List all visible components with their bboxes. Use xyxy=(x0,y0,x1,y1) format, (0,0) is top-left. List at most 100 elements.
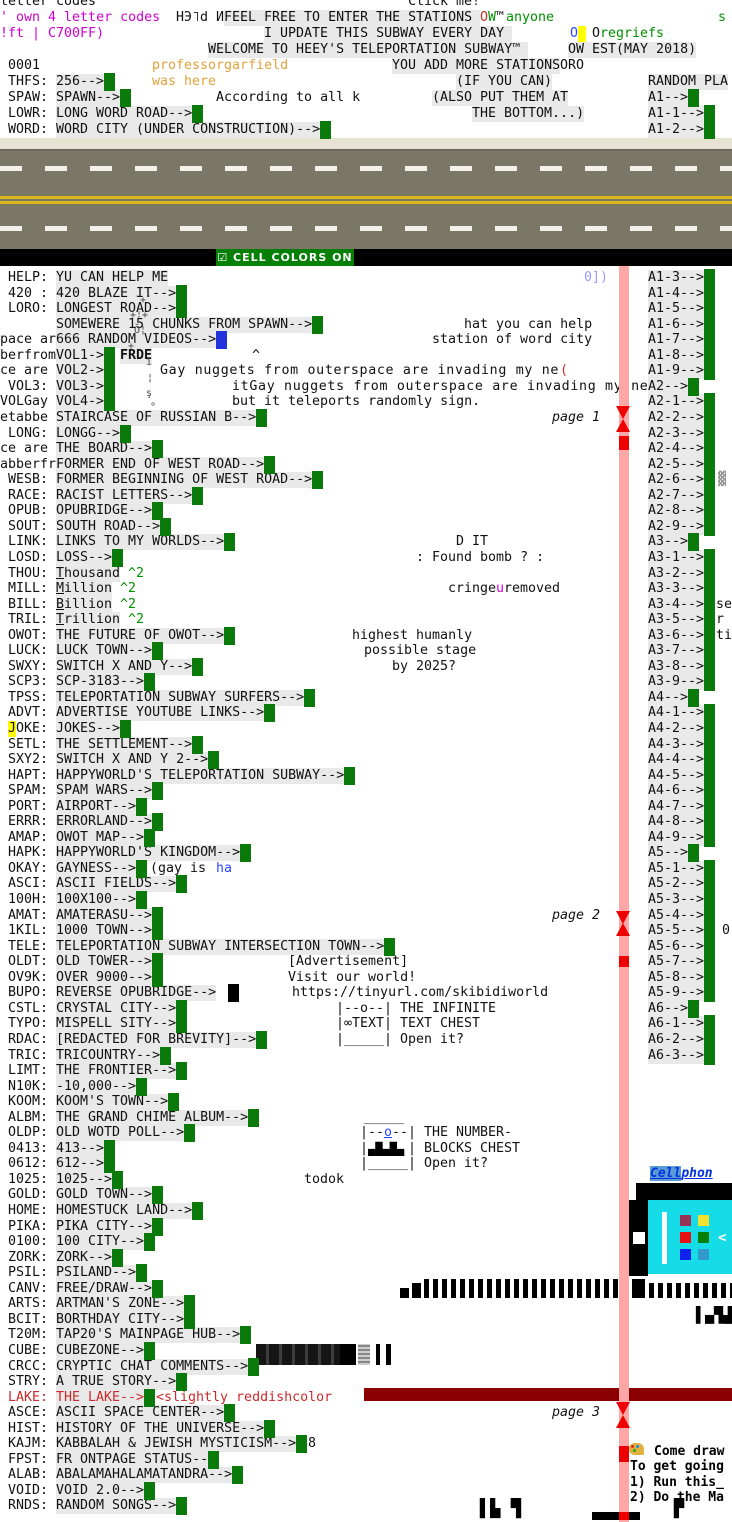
station-link[interactable]: HAPPYWORLD'S KINGDOM--> xyxy=(56,845,241,861)
station-link[interactable]: THE FRONTIER--> xyxy=(56,1063,177,1079)
station-link[interactable]: STAIRCASE OF RUSSIAN B--> xyxy=(56,410,257,426)
station-link[interactable]: RACIST LETTERS--> xyxy=(56,488,193,504)
station-link[interactable]: rillion xyxy=(64,612,121,628)
station-link[interactable]: A3-3--> xyxy=(648,581,705,597)
station-link[interactable]: A1-3--> xyxy=(648,270,705,286)
station-link[interactable]: A4-5--> xyxy=(648,768,705,784)
station-link[interactable]: THE GRAND CHIME ALBUM--> xyxy=(56,1110,249,1126)
station-link[interactable]: A3-8--> xyxy=(648,659,705,675)
station-link[interactable]: A2-7--> xyxy=(648,488,705,504)
station-link[interactable]: ADVERTISE YOUTUBE LINKS--> xyxy=(56,705,265,721)
station-link[interactable]: A TRUE STORY--> xyxy=(56,1374,177,1390)
station-link[interactable]: A5-1--> xyxy=(648,861,705,877)
station-link[interactable]: A3-5--> xyxy=(648,612,705,628)
station-link[interactable]: WORD CITY (UNDER CONSTRUCTION)--> xyxy=(56,122,321,138)
station-link[interactable]: 256--> xyxy=(56,74,105,90)
station-link[interactable]: 1025--> xyxy=(56,1172,113,1188)
station-link[interactable]: FR ONTPAGE STATUS--> xyxy=(56,1452,217,1468)
station-link[interactable]: SOUTH ROAD--> xyxy=(56,519,161,535)
station-link[interactable]: A5-9--> xyxy=(648,985,705,1001)
station-link[interactable]: RANDOM SONGS--> xyxy=(56,1498,177,1514)
station-link[interactable]: A1-7--> xyxy=(648,332,705,348)
station-link[interactable]: OW EST(MAY 2018) xyxy=(568,42,697,58)
station-link[interactable]: A1-8--> xyxy=(648,348,705,364)
station-link[interactable]: 413--> xyxy=(56,1141,105,1157)
station-link[interactable]: A6-3--> xyxy=(648,1048,705,1064)
station-link[interactable]: ARTMAN'S ZONE--> xyxy=(56,1296,185,1312)
station-link[interactable]: T xyxy=(56,566,65,582)
station-link[interactable]: ERRORLAND--> xyxy=(56,814,153,830)
station-link[interactable]: VOL4-> xyxy=(56,394,105,410)
station-link[interactable]: [REDACTED FOR BREVITY]--> xyxy=(56,1032,257,1048)
station-link[interactable]: HAPPYWORLD'S TELEPORTATION SUBWAY--> xyxy=(56,768,345,784)
station-link[interactable]: A6-1--> xyxy=(648,1016,705,1032)
station-link[interactable]: SWITCH X AND Y 2--> xyxy=(56,752,209,768)
station-link[interactable]: MISPELL SITY--> xyxy=(56,1016,177,1032)
station-link[interactable]: VOID 2.0--> xyxy=(56,1483,145,1499)
station-link[interactable]: A5-6--> xyxy=(648,939,705,955)
station-link[interactable]: ZORK--> xyxy=(56,1250,113,1266)
station-link[interactable]: CRYSTAL CITY--> xyxy=(56,1001,177,1017)
station-link[interactable]: housand xyxy=(64,566,121,582)
station-link[interactable]: illion xyxy=(64,597,113,613)
cellphone-link[interactable]: Cellphon xyxy=(650,1166,713,1182)
station-link[interactable]: PSILAND--> xyxy=(56,1265,137,1281)
station-link[interactable]: FORMER END OF WEST ROAD--> xyxy=(56,457,265,473)
station-link[interactable]: A3-9--> xyxy=(648,674,705,690)
station-link[interactable]: A2-2--> xyxy=(648,410,705,426)
station-link[interactable]: WELCOME TO HEEY'S TELEPORTATION SUBWAY™ xyxy=(208,42,529,58)
station-link[interactable]: OVER 9000--> xyxy=(56,970,153,986)
station-link[interactable]: A1-2--> xyxy=(648,122,705,138)
station-link[interactable]: A4-4--> xyxy=(648,752,705,768)
station-link[interactable]: KABBALAH & JEWISH MYSTICISM--> xyxy=(56,1436,297,1452)
station-link[interactable]: TELEPORTATION SUBWAY INTERSECTION TOWN--… xyxy=(56,939,385,955)
station-link[interactable]: LONG WORD ROAD--> xyxy=(56,106,193,122)
station-link[interactable]: OWOT MAP--> xyxy=(56,830,145,846)
station-link[interactable]: A4-7--> xyxy=(648,799,705,815)
station-link[interactable]: 100X100--> xyxy=(56,892,137,908)
station-link[interactable]: 100 CITY--> xyxy=(56,1234,145,1250)
station-link[interactable]: VOL2-> xyxy=(56,363,105,379)
station-link[interactable]: FEEL FREE TO ENTER THE STATIONS xyxy=(224,10,481,26)
station-link[interactable]: AMATERASU--> xyxy=(56,908,153,924)
station-link[interactable]: B xyxy=(56,597,65,613)
station-link[interactable]: A2-8--> xyxy=(648,503,705,519)
station-link[interactable]: TAP20'S MAINPAGE HUB--> xyxy=(56,1327,241,1343)
station-link[interactable]: A2-6--> xyxy=(648,472,705,488)
station-link[interactable]: AIRPORT--> xyxy=(56,799,137,815)
station-link[interactable]: 420 BLAZE IT--> xyxy=(56,286,177,302)
station-link[interactable]: 612--> xyxy=(56,1156,105,1172)
station-link[interactable]: FORMER BEGINNING OF WEST ROAD--> xyxy=(56,472,313,488)
station-link[interactable]: A5-8--> xyxy=(648,970,705,986)
station-link[interactable]: A5-7--> xyxy=(648,954,705,970)
station-link[interactable]: A2-3--> xyxy=(648,426,705,442)
station-link[interactable]: (IF YOU CAN) xyxy=(456,74,553,90)
station-link[interactable]: THE BOARD--> xyxy=(56,441,153,457)
station-link[interactable]: A5-5--> xyxy=(648,923,705,939)
station-link[interactable]: LOSS--> xyxy=(56,550,113,566)
station-link[interactable]: A6-2--> xyxy=(648,1032,705,1048)
station-link[interactable]: YU CAN HELP ME xyxy=(56,270,169,286)
station-link[interactable]: ASCII FIELDS--> xyxy=(56,876,177,892)
station-link[interactable]: TRICOUNTRY--> xyxy=(56,1048,161,1064)
station-link[interactable]: HOMESTUCK LAND--> xyxy=(56,1203,193,1219)
station-link[interactable]: A1-6--> xyxy=(648,317,705,333)
station-link[interactable]: HISTORY OF THE UNIVERSE--> xyxy=(56,1421,265,1437)
station-link[interactable]: A4-3--> xyxy=(648,737,705,753)
station-link[interactable]: A5-4--> xyxy=(648,908,705,924)
station-link[interactable]: -10,000--> xyxy=(56,1079,137,1095)
station-link[interactable]: SCP-3183--> xyxy=(56,674,145,690)
station-link[interactable]: TELEPORTATION SUBWAY SURFERS--> xyxy=(56,690,305,706)
station-link[interactable]: THE FUTURE OF OWOT--> xyxy=(56,628,225,644)
station-link[interactable]: REVERSE OPUBRIDGE--> xyxy=(56,985,217,1001)
station-link[interactable]: A4--> xyxy=(648,690,689,706)
station-link[interactable]: A1-4--> xyxy=(648,286,705,302)
station-link[interactable]: A3-1--> xyxy=(648,550,705,566)
station-link[interactable]: CUBEZONE--> xyxy=(56,1343,145,1359)
station-link[interactable]: A4-8--> xyxy=(648,814,705,830)
station-link[interactable]: (ALSO PUT THEM AT xyxy=(432,90,569,106)
station-link[interactable]: LINKS TO MY WORLDS--> xyxy=(56,534,225,550)
station-link[interactable]: A3-6--> xyxy=(648,628,705,644)
station-link[interactable]: A4-6--> xyxy=(648,783,705,799)
station-link[interactable]: A4-9--> xyxy=(648,830,705,846)
